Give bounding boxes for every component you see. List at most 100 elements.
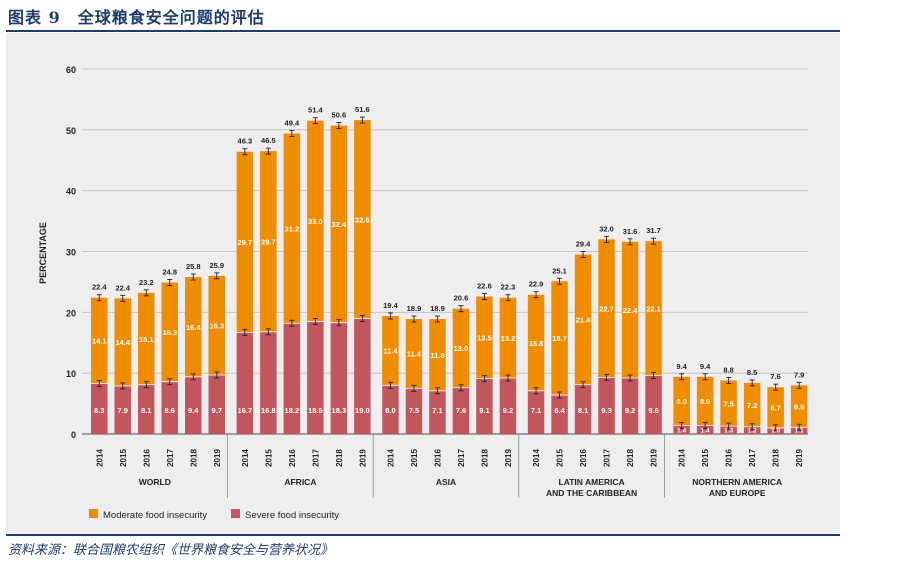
bar-severe [307, 321, 324, 434]
group-asia: 19.4 11.4 8.0 2014 18.9 11.4 7.5 2015 18.9 11.8 7.… [372, 282, 517, 498]
moderate-value-label: 14.4 [115, 338, 130, 347]
severe-value-label: 8.1 [578, 406, 588, 415]
bar-severe [330, 322, 348, 434]
x-year-label: 2016 [288, 449, 297, 467]
group-name-label: LATIN AMERICA [559, 477, 625, 487]
severe-value-label: 18.3 [332, 406, 347, 415]
severe-value-label: 9.3 [601, 406, 611, 415]
total-value-label: 46.3 [238, 137, 253, 146]
total-value-label: 18.9 [407, 304, 422, 313]
total-value-label: 8.5 [747, 368, 757, 377]
severe-value-label: 18.5 [308, 406, 323, 415]
x-year-label: 2018 [189, 449, 198, 467]
total-value-label: 46.5 [261, 136, 276, 145]
bar-moderate [185, 277, 202, 377]
bar-moderate [138, 292, 155, 385]
x-year-label: 2016 [579, 449, 588, 467]
chart-panel [6, 33, 840, 533]
moderate-value-label: 7.2 [747, 401, 757, 410]
y-tick-label: 0 [71, 430, 76, 440]
bar-moderate [598, 239, 615, 378]
total-value-label: 22.4 [115, 283, 130, 292]
bar-severe [696, 425, 714, 434]
bar-moderate [161, 282, 178, 382]
severe-value-label: 16.7 [238, 406, 253, 415]
bar-severe [283, 323, 301, 434]
severe-value-label: 1.3 [724, 428, 733, 435]
total-value-label: 29.4 [576, 240, 591, 249]
x-year-label: 2016 [725, 449, 734, 467]
x-year-label: 2015 [264, 449, 273, 467]
x-year-label: 2015 [556, 449, 565, 467]
total-value-label: 51.4 [308, 106, 323, 115]
bar-severe [429, 390, 446, 434]
bar-moderate [91, 297, 108, 384]
bar-moderate [645, 241, 662, 376]
y-axis-label: PERCENTAGE [38, 222, 48, 284]
moderate-value-label: 18.7 [552, 334, 567, 343]
x-year-label: 2017 [748, 449, 757, 467]
moderate-value-label: 22.1 [646, 304, 661, 313]
x-year-label: 2017 [311, 449, 320, 467]
x-year-label: 2014 [678, 449, 687, 467]
severe-value-label: 8.0 [385, 406, 395, 415]
bar-severe [598, 377, 615, 434]
total-value-label: 51.6 [355, 105, 370, 114]
severe-value-label: 1.2 [748, 428, 757, 435]
bar-moderate [673, 376, 690, 426]
severe-value-label: 1.1 [795, 428, 804, 435]
x-year-label: 2017 [457, 449, 466, 467]
total-value-label: 19.4 [383, 301, 398, 310]
severe-value-label: 7.1 [432, 406, 442, 415]
total-value-label: 32.0 [599, 224, 614, 233]
group-name-label: AFRICA [284, 477, 316, 487]
x-year-label: 2016 [142, 449, 151, 467]
severe-value-label: 9.7 [212, 406, 222, 415]
bar-severe [499, 378, 517, 434]
bar-moderate [743, 382, 761, 427]
bar-moderate [260, 151, 277, 332]
x-year-label: 2015 [410, 449, 419, 467]
bar-moderate [696, 376, 714, 426]
total-value-label: 9.4 [676, 362, 687, 371]
bar-severe [260, 331, 277, 434]
x-year-label: 2017 [603, 449, 612, 467]
total-value-label: 7.9 [794, 370, 804, 379]
moderate-value-label: 11.8 [430, 351, 444, 360]
severe-value-label: 9.4 [188, 406, 199, 415]
moderate-value-label: 7.5 [723, 399, 733, 408]
legend-label-severe: Severe food insecurity [245, 510, 339, 521]
x-year-label: 2017 [166, 449, 175, 467]
group-name-label: WORLD [139, 477, 171, 487]
total-value-label: 25.9 [209, 261, 224, 270]
bar-moderate [236, 151, 254, 333]
bar-severe [161, 381, 178, 434]
bar-moderate [551, 281, 568, 396]
bar-severe [185, 376, 202, 434]
moderate-value-label: 15.8 [529, 339, 544, 348]
moderate-value-label: 29.7 [238, 238, 253, 247]
total-value-label: 31.6 [623, 227, 638, 236]
moderate-value-label: 11.4 [407, 350, 422, 359]
severe-value-label: 7.9 [118, 406, 128, 415]
total-value-label: 18.9 [430, 304, 445, 313]
total-value-label: 25.1 [552, 266, 567, 275]
bar-moderate [621, 241, 639, 379]
group-name-label: NORTHERN AMERICA [692, 477, 782, 487]
bar-severe [527, 390, 545, 434]
bar-severe [208, 374, 225, 434]
moderate-value-label: 13.0 [454, 344, 469, 353]
bar-moderate [307, 120, 324, 322]
x-year-label: 2019 [213, 449, 222, 467]
figure-title: 图表 9 全球粮食安全问题的评估 [8, 8, 265, 27]
total-value-label: 23.2 [139, 278, 154, 287]
bar-moderate [354, 120, 371, 319]
moderate-value-label: 8.0 [676, 397, 686, 406]
x-year-label: 2014 [532, 449, 541, 467]
severe-value-label: 9.2 [625, 406, 635, 415]
group-world: 22.4 14.1 8.3 2014 22.4 14.4 7.9 2015 23.2 15.1 8.… [91, 261, 225, 487]
bar-moderate [574, 254, 592, 385]
severe-value-label: 7.6 [456, 406, 466, 415]
total-value-label: 22.9 [529, 280, 544, 289]
bar-moderate [114, 298, 131, 386]
